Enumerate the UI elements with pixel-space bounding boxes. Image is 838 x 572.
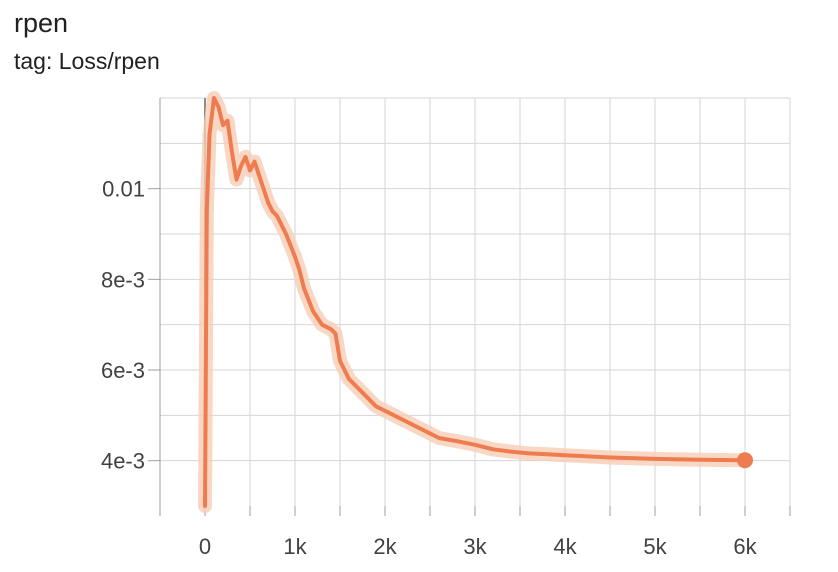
x-tick-label: 0 <box>199 534 211 559</box>
x-tick-label: 6k <box>733 534 757 559</box>
series-line <box>203 96 747 508</box>
x-tick-label: 1k <box>283 534 307 559</box>
y-tick-label: 8e-3 <box>101 267 145 292</box>
y-tick-label: 0.01 <box>102 177 145 202</box>
series-layer <box>198 91 753 513</box>
x-tick-label: 4k <box>553 534 577 559</box>
x-tick-label: 5k <box>643 534 667 559</box>
axes: 0 1k 2k 3k 4k 5k 6k 4e-3 6e-3 8e-3 0.01 <box>101 98 791 559</box>
y-tick-label: 6e-3 <box>101 358 145 383</box>
series-end-point <box>737 452 753 469</box>
chart-title: rpen <box>14 8 69 38</box>
y-tick-label: 4e-3 <box>101 449 145 474</box>
x-tick-label: 3k <box>463 534 487 559</box>
x-tick-label: 2k <box>373 534 397 559</box>
chart-tag-label: tag: Loss/rpen <box>14 48 160 74</box>
